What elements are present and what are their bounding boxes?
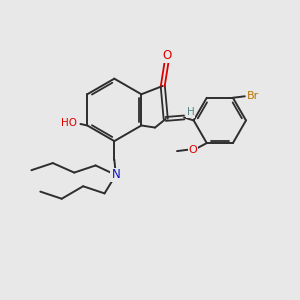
Text: O: O bbox=[188, 145, 197, 154]
Text: O: O bbox=[162, 49, 171, 62]
Text: HO: HO bbox=[61, 118, 77, 128]
Text: Br: Br bbox=[247, 91, 259, 101]
Text: N: N bbox=[111, 169, 120, 182]
Text: H: H bbox=[187, 107, 195, 117]
